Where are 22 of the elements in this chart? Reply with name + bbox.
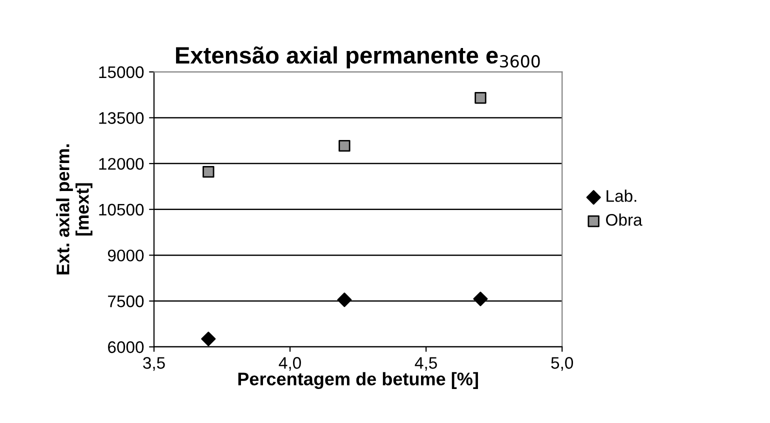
y-tick-label: 10500 [99, 204, 144, 216]
point [474, 92, 486, 104]
y-tick-label: 15000 [99, 66, 144, 78]
x-tick-label: 4,0 [278, 357, 301, 371]
y-tick-label: 12000 [99, 158, 144, 170]
legend-label: Lab. [606, 190, 636, 202]
y-tick-label: 7500 [108, 295, 144, 308]
y-tick-label: 6000 [108, 341, 144, 354]
x-axis-title: Percentagem de betume [%] [238, 372, 478, 390]
y-axis-title: Ext. axial perm. [mext] [56, 144, 92, 274]
y-tick-label: 13500 [99, 112, 144, 124]
point [338, 140, 350, 152]
x-tick-label: 4,5 [414, 357, 437, 371]
point [202, 166, 214, 178]
point [473, 292, 488, 306]
x-tick-label: 3,5 [143, 357, 165, 371]
y-tick-label: 9000 [108, 250, 144, 262]
point [201, 332, 216, 346]
x-tick-label: 5,0 [551, 357, 574, 371]
point [337, 292, 352, 308]
legend-label: Obra [606, 214, 642, 226]
chart-title: Extensão axial permanente e$_{3600}$ [176, 46, 540, 68]
